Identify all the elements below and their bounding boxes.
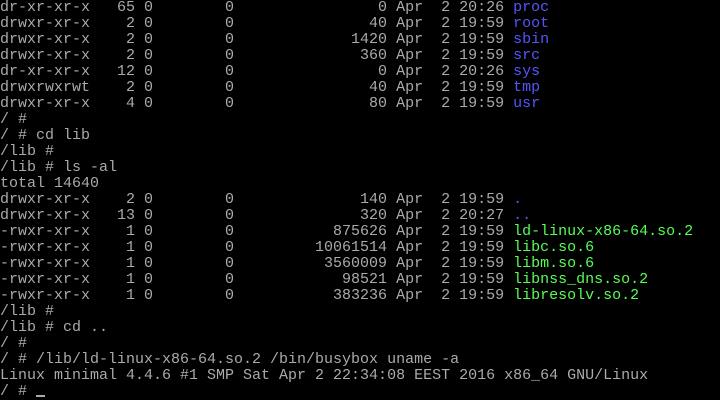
entry-metadata: -rwxr-xr-x 1 0 0 3560009 Apr 2 19:59 [0, 255, 514, 272]
directory-name: sbin [513, 31, 550, 48]
line-text: total 14640 [0, 175, 100, 192]
directory-name: usr [513, 95, 541, 112]
ls-entry-row: dr-xr-xr-x 12 0 0 0 Apr 2 20:26 sys [0, 64, 720, 80]
entry-metadata: -rwxr-xr-x 1 0 0 98521 Apr 2 19:59 [0, 271, 514, 288]
entry-metadata: dr-xr-xr-x 65 0 0 0 Apr 2 20:26 [0, 0, 514, 16]
executable-name: ld-linux-x86-64.so.2 [513, 223, 694, 240]
ls-entry-row: drwxr-xr-x 2 0 0 360 Apr 2 19:59 src [0, 48, 720, 64]
terminal-line: /lib # [0, 144, 720, 160]
terminal-line: / # /lib/ld-linux-x86-64.so.2 /bin/busyb… [0, 352, 720, 368]
entry-metadata: -rwxr-xr-x 1 0 0 875626 Apr 2 19:59 [0, 223, 514, 240]
directory-name: sys [513, 63, 541, 80]
entry-metadata: drwxr-xr-x 2 0 0 140 Apr 2 19:59 [0, 191, 514, 208]
line-text: /lib # [0, 303, 55, 320]
text-cursor [36, 395, 46, 397]
ls-entry-row: dr-xr-xr-x 65 0 0 0 Apr 2 20:26 proc [0, 0, 720, 16]
directory-name: proc [513, 0, 550, 16]
active-prompt-line: / # [0, 384, 720, 400]
entry-metadata: dr-xr-xr-x 12 0 0 0 Apr 2 20:26 [0, 63, 514, 80]
ls-entry-row: -rwxr-xr-x 1 0 0 3560009 Apr 2 19:59 lib… [0, 256, 720, 272]
directory-name: . [513, 191, 523, 208]
ls-entry-row: -rwxr-xr-x 1 0 0 875626 Apr 2 19:59 ld-l… [0, 224, 720, 240]
ls-entry-row: -rwxr-xr-x 1 0 0 383236 Apr 2 19:59 libr… [0, 288, 720, 304]
entry-metadata: drwxr-xr-x 13 0 0 320 Apr 2 20:27 [0, 207, 514, 224]
entry-metadata: -rwxr-xr-x 1 0 0 10061514 Apr 2 19:59 [0, 239, 514, 256]
ls-entry-row: drwxr-xr-x 2 0 0 1420 Apr 2 19:59 sbin [0, 32, 720, 48]
ls-entry-row: -rwxr-xr-x 1 0 0 10061514 Apr 2 19:59 li… [0, 240, 720, 256]
entry-metadata: drwxr-xr-x 2 0 0 40 Apr 2 19:59 [0, 15, 514, 32]
entry-metadata: drwxr-xr-x 2 0 0 1420 Apr 2 19:59 [0, 31, 514, 48]
line-text: / # [0, 335, 28, 352]
directory-name: .. [513, 207, 532, 224]
entry-metadata: drwxr-xr-x 2 0 0 360 Apr 2 19:59 [0, 47, 514, 64]
line-text: / # /lib/ld-linux-x86-64.so.2 /bin/busyb… [0, 351, 460, 368]
line-text: /lib # [0, 143, 55, 160]
ls-entry-row: drwxr-xr-x 4 0 0 80 Apr 2 19:59 usr [0, 96, 720, 112]
executable-name: libc.so.6 [513, 239, 595, 256]
entry-metadata: drwxr-xr-x 4 0 0 80 Apr 2 19:59 [0, 95, 514, 112]
terminal-line: / # [0, 112, 720, 128]
line-text: / # cd lib [0, 127, 91, 144]
line-text: / # [0, 111, 28, 128]
terminal-line: /lib # [0, 304, 720, 320]
ls-entry-row: drwxr-xr-x 2 0 0 40 Apr 2 19:59 root [0, 16, 720, 32]
executable-name: libnss_dns.so.2 [513, 271, 649, 288]
entry-metadata: -rwxr-xr-x 1 0 0 383236 Apr 2 19:59 [0, 287, 514, 304]
line-text: /lib # ls -al [0, 159, 118, 176]
line-text: / # [0, 383, 37, 400]
terminal-line: Linux minimal 4.4.6 #1 SMP Sat Apr 2 22:… [0, 368, 720, 384]
entry-metadata: drwxrwxrwt 2 0 0 40 Apr 2 19:59 [0, 79, 514, 96]
directory-name: root [513, 15, 550, 32]
executable-name: libm.so.6 [513, 255, 595, 272]
ls-entry-row: drwxr-xr-x 2 0 0 140 Apr 2 19:59 . [0, 192, 720, 208]
directory-name: src [513, 47, 541, 64]
terminal-line: / # cd lib [0, 128, 720, 144]
directory-name: tmp [513, 79, 541, 96]
terminal-line: / # [0, 336, 720, 352]
terminal-line: /lib # cd .. [0, 320, 720, 336]
ls-entry-row: drwxr-xr-x 13 0 0 320 Apr 2 20:27 .. [0, 208, 720, 224]
terminal-line: /lib # ls -al [0, 160, 720, 176]
ls-entry-row: drwxrwxrwt 2 0 0 40 Apr 2 19:59 tmp [0, 80, 720, 96]
ls-entry-row: -rwxr-xr-x 1 0 0 98521 Apr 2 19:59 libns… [0, 272, 720, 288]
terminal-line: total 14640 [0, 176, 720, 192]
executable-name: libresolv.so.2 [513, 287, 640, 304]
line-text: /lib # cd .. [0, 319, 109, 336]
line-text: Linux minimal 4.4.6 #1 SMP Sat Apr 2 22:… [0, 367, 649, 384]
